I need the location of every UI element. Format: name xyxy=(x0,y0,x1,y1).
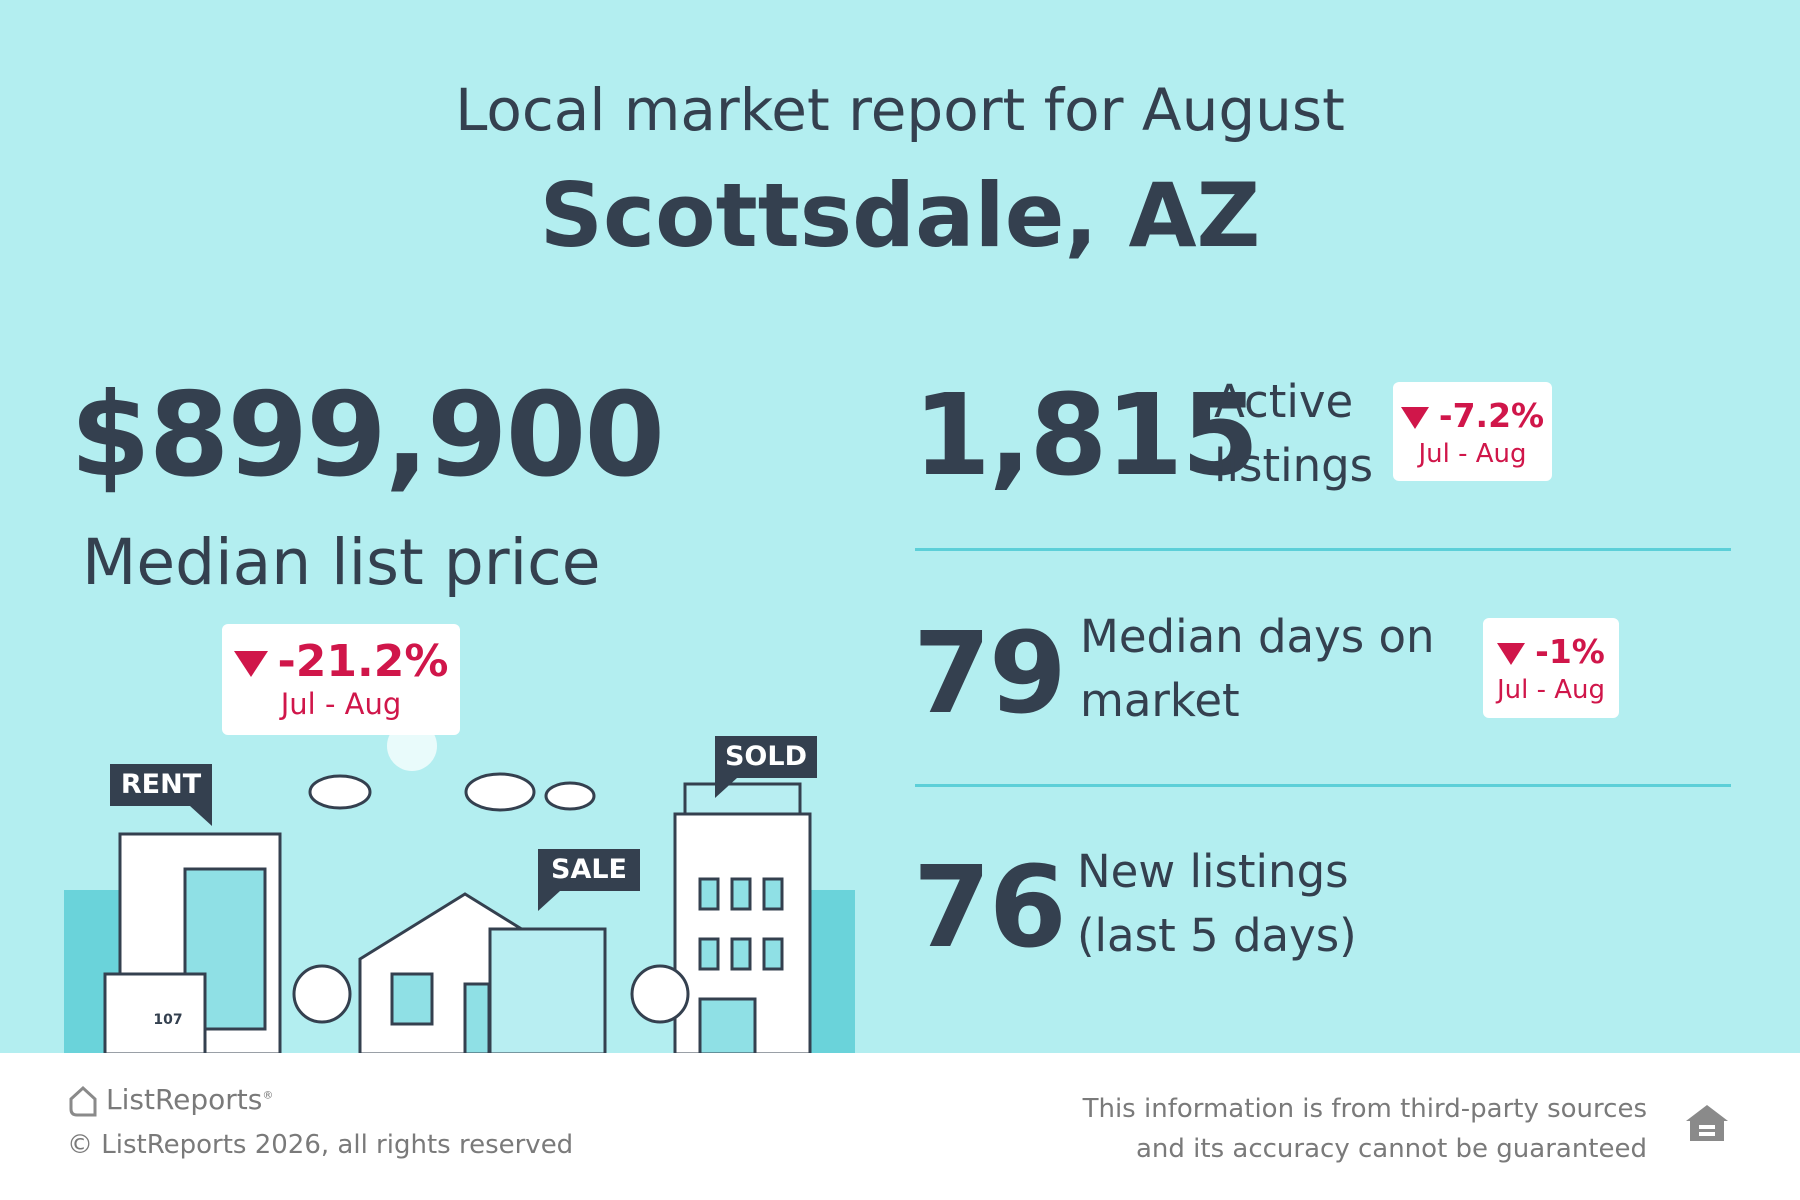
sign-label: RENT xyxy=(121,769,202,800)
label-line: Active xyxy=(1214,375,1354,428)
stat-label: New listings (last 5 days) xyxy=(1077,840,1357,968)
change: -1% xyxy=(1535,632,1605,671)
label-line: listings xyxy=(1214,439,1374,492)
brand-mark: ® xyxy=(262,1088,274,1102)
location: Scottsdale, AZ xyxy=(539,164,1261,267)
label-line: New listings xyxy=(1077,845,1349,898)
change: -7.2% xyxy=(1438,396,1545,435)
disclaimer-line: This information is from third-party sou… xyxy=(1082,1094,1647,1124)
sign-label: SALE xyxy=(551,854,627,885)
house-number: 107 xyxy=(153,1012,182,1028)
stat-value: 76 xyxy=(913,843,1067,973)
divider xyxy=(915,548,1731,551)
illustration: RENT SALE SOLD 107 xyxy=(64,724,855,1054)
brand: ListReports xyxy=(106,1083,263,1116)
disclaimer-line: and its accuracy cannot be guaranteed xyxy=(1136,1134,1647,1164)
stat-value: 79 xyxy=(913,609,1067,739)
label-line: (last 5 days) xyxy=(1077,909,1357,962)
equal-housing-icon xyxy=(1686,1105,1728,1141)
change-badge: -1% Jul - Aug xyxy=(1483,618,1619,718)
change-badge: -7.2% Jul - Aug xyxy=(1393,382,1552,481)
disclaimer: This information is from third-party sou… xyxy=(1083,1089,1647,1169)
logo-icon xyxy=(69,1085,97,1117)
period: Jul - Aug xyxy=(280,687,402,721)
label-line: Median days on xyxy=(1080,610,1435,663)
title: Local market report for August xyxy=(455,76,1345,144)
copyright: © ListReports 2026, all rights reserved xyxy=(67,1130,574,1160)
label-line: market xyxy=(1080,674,1240,727)
sign-label: SOLD xyxy=(725,741,807,772)
change-badge: -21.2% Jul - Aug xyxy=(222,624,460,735)
main-label: Median list price xyxy=(82,526,601,599)
footer: ListReports® © ListReports 2026, all rig… xyxy=(0,1053,1800,1200)
stat-value: 1,815 xyxy=(913,371,1259,501)
main-value: $899,900 xyxy=(70,368,665,503)
period: Jul - Aug xyxy=(1418,439,1527,469)
stat-label: Median days on market xyxy=(1080,605,1435,733)
change: -21.2% xyxy=(277,636,449,687)
stat-label: Active listings xyxy=(1214,370,1373,498)
period: Jul - Aug xyxy=(1496,675,1606,705)
divider xyxy=(915,784,1731,787)
